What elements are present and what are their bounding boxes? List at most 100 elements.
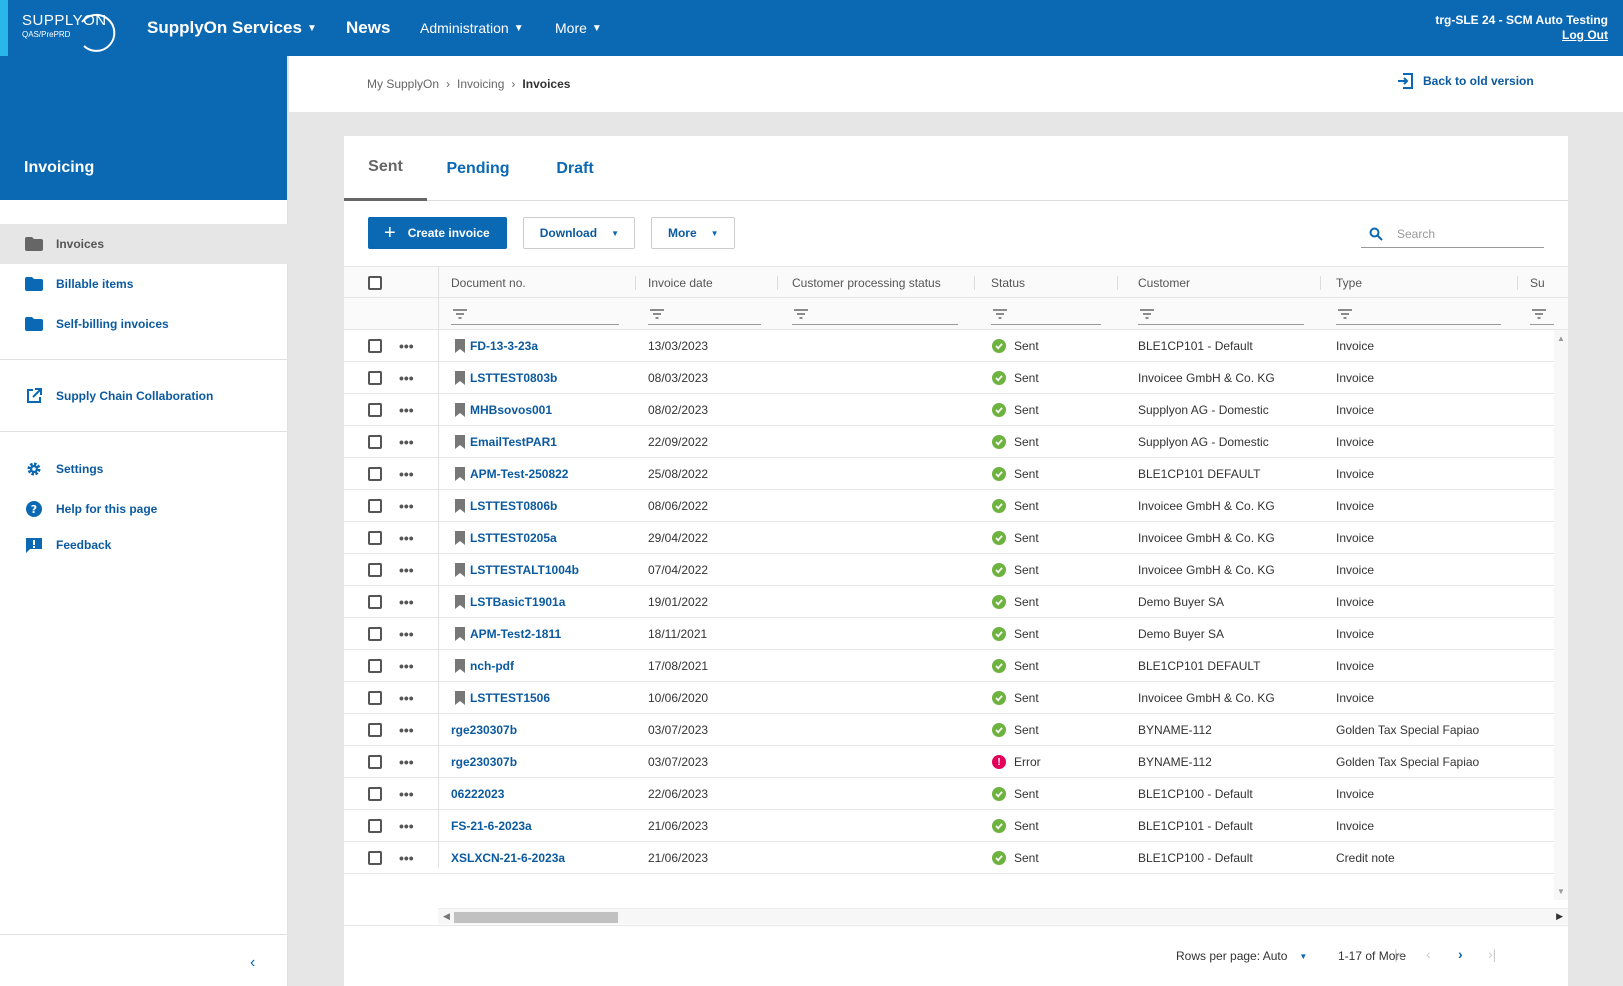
- document-no-link[interactable]: FD-13-3-23a: [470, 339, 539, 353]
- collapse-sidebar-icon[interactable]: ‹: [250, 954, 256, 971]
- document-no-link[interactable]: LSTTEST0803b: [470, 371, 558, 385]
- row-actions-menu-icon[interactable]: •••: [399, 658, 414, 674]
- horizontal-scrollbar[interactable]: ◀ ▶: [438, 908, 1568, 924]
- document-no-cell[interactable]: LSTTESTALT1004b: [455, 554, 579, 586]
- select-all-checkbox[interactable]: [368, 267, 382, 299]
- filter-type[interactable]: [1336, 303, 1501, 325]
- column-customer[interactable]: Customer: [1138, 276, 1191, 290]
- document-no-link[interactable]: APM-Test2-1811: [470, 627, 562, 641]
- column-separator[interactable]: [635, 276, 636, 290]
- nav-administration[interactable]: Administration ▼: [420, 0, 524, 56]
- row-checkbox[interactable]: [368, 403, 382, 417]
- column-separator[interactable]: [1517, 276, 1518, 290]
- tab-draft[interactable]: Draft: [556, 159, 594, 177]
- column-invoice-date[interactable]: Invoice date: [648, 276, 713, 290]
- table-row[interactable]: ••• 06222023 22/06/2023 Sent BLE1CP100 - Def…: [344, 778, 1554, 810]
- row-actions-menu-icon[interactable]: •••: [399, 722, 414, 738]
- sidebar-item-supply-chain-collaboration[interactable]: Supply Chain Collaboration: [0, 376, 288, 416]
- row-checkbox[interactable]: [368, 787, 382, 801]
- row-actions-menu-icon[interactable]: •••: [399, 434, 414, 450]
- first-page-icon[interactable]: |‹: [1394, 946, 1403, 962]
- document-no-link[interactable]: FS-21-6-2023a: [451, 819, 532, 833]
- row-actions-menu-icon[interactable]: •••: [399, 754, 414, 770]
- row-checkbox[interactable]: [368, 531, 382, 545]
- row-actions-menu-icon[interactable]: •••: [399, 370, 414, 386]
- row-checkbox-cell[interactable]: [368, 810, 382, 842]
- document-no-cell[interactable]: rge230307b: [451, 714, 517, 746]
- row-checkbox-cell[interactable]: [368, 682, 382, 714]
- row-checkbox-cell[interactable]: [368, 330, 382, 362]
- row-checkbox[interactable]: [368, 691, 382, 705]
- table-row[interactable]: ••• rge230307b 03/07/2023 Sent BYNAME-112 Gol…: [344, 714, 1554, 746]
- breadcrumb-invoicing[interactable]: Invoicing: [457, 77, 505, 91]
- document-no-link[interactable]: LSTTEST1506: [470, 691, 551, 705]
- row-actions-menu-icon[interactable]: •••: [399, 402, 414, 418]
- document-no-link[interactable]: MHBsovos001: [470, 403, 553, 417]
- search-input[interactable]: Search: [1361, 220, 1544, 248]
- row-actions-menu-icon[interactable]: •••: [399, 626, 414, 642]
- table-row[interactable]: ••• LSTTESTALT1004b 07/04/2022 Sent Invoicee…: [344, 554, 1554, 586]
- create-invoice-button[interactable]: + Create invoice: [368, 217, 507, 249]
- row-checkbox[interactable]: [368, 723, 382, 737]
- document-no-cell[interactable]: LSTTEST1506: [455, 682, 550, 714]
- filter-customer-processing-status[interactable]: [792, 303, 958, 325]
- row-actions-menu-icon[interactable]: •••: [399, 530, 414, 546]
- table-row[interactable]: ••• XSLXCN-21-6-2023a 21/06/2023 Sent BLE1CP…: [344, 842, 1554, 874]
- row-checkbox-cell[interactable]: [368, 426, 382, 458]
- scroll-left-icon[interactable]: ◀: [443, 911, 450, 921]
- table-row[interactable]: ••• APM-Test-250822 25/08/2022 Sent BLE1CP10…: [344, 458, 1554, 490]
- row-checkbox-cell[interactable]: [368, 394, 382, 426]
- row-actions-menu-icon[interactable]: •••: [399, 338, 414, 354]
- nav-supplyon-services[interactable]: SupplyOn Services ▼: [147, 0, 317, 56]
- document-no-link[interactable]: LSTTESTALT1004b: [470, 563, 579, 577]
- scroll-up-icon[interactable]: ▲: [1557, 334, 1565, 343]
- row-checkbox-cell[interactable]: [368, 458, 382, 490]
- rows-per-page-select[interactable]: Rows per page: Auto ▼: [1176, 949, 1307, 963]
- column-customer-processing-status[interactable]: Customer processing status: [792, 276, 941, 290]
- row-checkbox[interactable]: [368, 659, 382, 673]
- document-no-cell[interactable]: APM-Test2-1811: [455, 618, 561, 650]
- filter-document-no[interactable]: [451, 303, 619, 325]
- row-checkbox[interactable]: [368, 563, 382, 577]
- document-no-cell[interactable]: LSTTEST0205a: [455, 522, 557, 554]
- scroll-right-icon[interactable]: ▶: [1556, 911, 1563, 921]
- row-actions-menu-icon[interactable]: •••: [399, 850, 414, 866]
- filter-su[interactable]: [1530, 303, 1554, 325]
- table-row[interactable]: ••• LSTTEST0806b 08/06/2022 Sent Invoicee Gm…: [344, 490, 1554, 522]
- document-no-link[interactable]: XSLXCN-21-6-2023a: [451, 851, 566, 865]
- document-no-link[interactable]: rge230307b: [451, 755, 518, 769]
- table-row[interactable]: ••• LSTTEST1506 10/06/2020 Sent Invoicee Gmb…: [344, 682, 1554, 714]
- table-row[interactable]: ••• EmailTestPAR1 22/09/2022 Sent Supplyon A…: [344, 426, 1554, 458]
- row-actions-menu-icon[interactable]: •••: [399, 786, 414, 802]
- column-document-no[interactable]: Document no.: [451, 276, 526, 290]
- row-checkbox-cell[interactable]: [368, 714, 382, 746]
- filter-status[interactable]: [991, 303, 1101, 325]
- row-checkbox-cell[interactable]: [368, 842, 382, 874]
- supplyon-logo[interactable]: SUPPLYON QAS/PrePRD: [22, 12, 118, 52]
- sidebar-item-self-billing[interactable]: Self-billing invoices: [0, 304, 288, 344]
- last-page-icon[interactable]: ›|: [1488, 946, 1497, 962]
- column-status[interactable]: Status: [991, 276, 1026, 290]
- document-no-cell[interactable]: MHBsovos001: [455, 394, 552, 426]
- more-actions-button[interactable]: More ▼: [650, 217, 735, 249]
- scrollbar-thumb[interactable]: [454, 912, 618, 923]
- document-no-cell[interactable]: nch-pdf: [455, 650, 514, 682]
- next-page-icon[interactable]: ›: [1458, 946, 1463, 962]
- table-row[interactable]: ••• LSTTEST0205a 29/04/2022 Sent Invoicee Gm…: [344, 522, 1554, 554]
- filter-invoice-date[interactable]: [648, 303, 761, 325]
- row-checkbox[interactable]: [368, 339, 382, 353]
- table-row[interactable]: ••• MHBsovos001 08/02/2023 Sent Supplyon AG …: [344, 394, 1554, 426]
- breadcrumb-my-supplyon[interactable]: My SupplyOn: [367, 77, 440, 91]
- row-checkbox[interactable]: [368, 499, 382, 513]
- tab-sent[interactable]: Sent: [344, 136, 427, 201]
- download-button[interactable]: Download ▼: [522, 217, 635, 249]
- table-row[interactable]: ••• rge230307b 03/07/2023! Error BYNAME-112 G…: [344, 746, 1554, 778]
- row-checkbox-cell[interactable]: [368, 778, 382, 810]
- table-row[interactable]: ••• LSTTEST0803b 08/03/2023 Sent Invoicee Gm…: [344, 362, 1554, 394]
- document-no-cell[interactable]: FD-13-3-23a: [455, 330, 538, 362]
- sidebar-item-settings[interactable]: Settings: [0, 449, 288, 489]
- row-checkbox[interactable]: [368, 755, 382, 769]
- logout-link[interactable]: Log Out: [1562, 28, 1608, 42]
- row-actions-menu-icon[interactable]: •••: [399, 498, 414, 514]
- row-checkbox[interactable]: [368, 435, 382, 449]
